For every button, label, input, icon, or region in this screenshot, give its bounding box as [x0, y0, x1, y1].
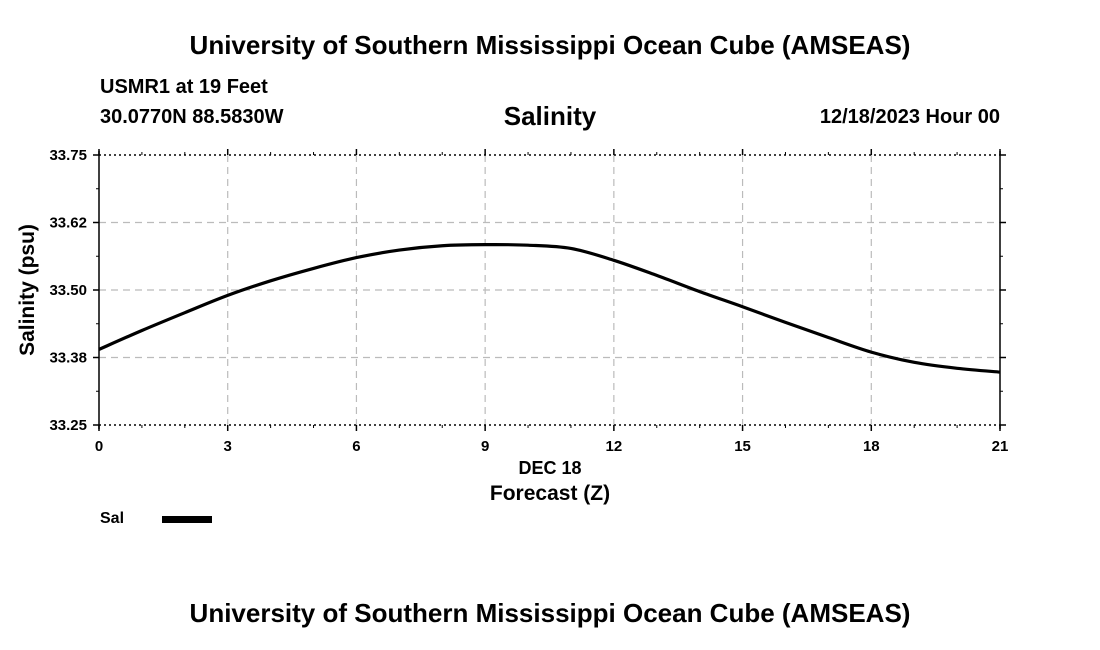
x-tick-label: 3 [224, 438, 232, 455]
x-tick-label: 18 [863, 438, 880, 455]
chart-title: Salinity [503, 101, 597, 131]
y-tick-label: 33.62 [49, 215, 87, 232]
y-axis-label: Salinity (psu) [16, 224, 39, 356]
x-tick-label: 12 [606, 438, 623, 455]
x-tick-label: 21 [992, 438, 1009, 455]
coordinates-label: 30.0770N 88.5830W [100, 106, 284, 128]
x-tick-label: 0 [95, 438, 103, 455]
legend-swatch [162, 516, 212, 523]
x-tick-label: 15 [734, 438, 751, 455]
y-tick-label: 33.25 [49, 417, 87, 434]
series-line-sal [98, 242, 1001, 374]
y-tick-label: 33.38 [49, 350, 87, 367]
x-tick-label: 6 [352, 438, 360, 455]
main-title: University of Southern Mississippi Ocean… [189, 30, 911, 60]
footer-title: University of Southern Mississippi Ocean… [189, 598, 911, 628]
datetime-label: 12/18/2023 Hour 00 [819, 106, 1000, 128]
station-label: USMR1 at 19 Feet [100, 76, 268, 98]
y-tick-label: 33.50 [49, 282, 87, 299]
legend-label: Sal [100, 510, 125, 527]
x-axis-label: Forecast (Z) [490, 482, 610, 505]
x-tick-label: 9 [481, 438, 489, 455]
y-tick-label: 33.75 [49, 147, 87, 164]
x-date-label: DEC 18 [518, 458, 581, 478]
